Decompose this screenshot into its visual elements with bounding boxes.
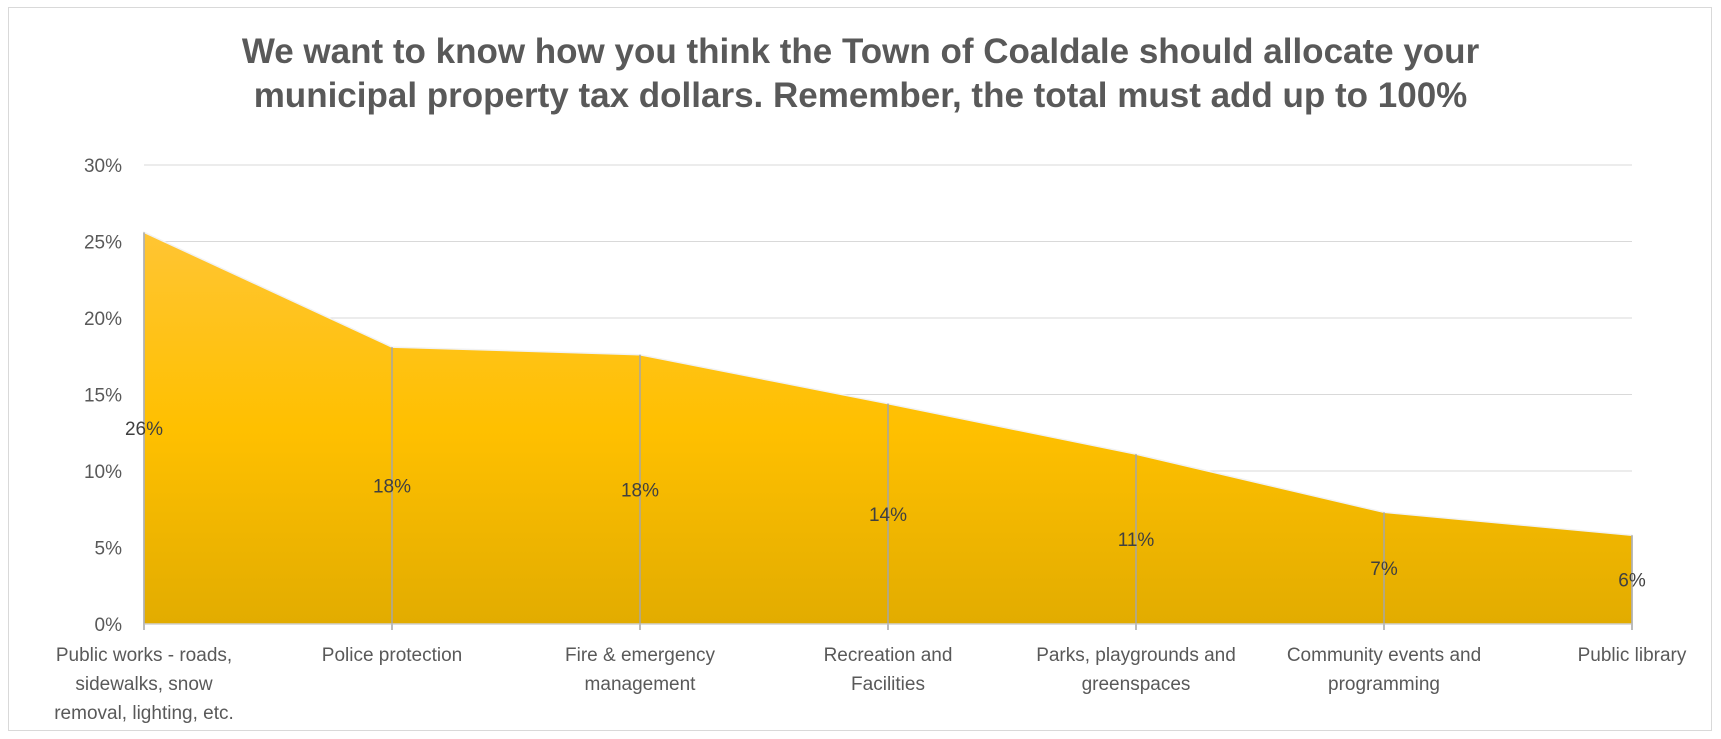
x-category-label: Public works - roads, sidewalks, snow remo… [54,645,234,724]
y-axis-tick-labels: 0% 5% 10% 15% 20% 25% 30% [84,156,122,636]
data-label: 14% [869,505,907,526]
drop-lines [143,232,1633,630]
data-label: 6% [1618,571,1646,592]
y-tick-label: 30% [84,156,122,177]
data-label: 26% [125,419,163,440]
y-tick-label: 25% [84,233,122,254]
x-category-label: Fire & emergency management [565,645,715,695]
y-tick-label: 15% [84,386,122,407]
x-axis-category-labels: Public works - roads, sidewalks, snow remo… [54,645,1687,724]
x-category-label: Recreation and Facilities [824,645,953,695]
data-label: 18% [621,480,659,501]
y-tick-label: 10% [84,462,122,483]
data-label: 18% [373,477,411,498]
y-tick-label: 5% [95,539,123,560]
y-tick-label: 20% [84,309,122,330]
data-labels: 26% 18% 18% 14% 11% 7% 6% [125,419,1646,591]
data-label: 11% [1118,530,1155,551]
x-category-label: Police protection [322,645,462,666]
x-category-label: Public library [1578,645,1687,666]
y-tick-label: 0% [95,615,123,636]
x-category-label: Community events and programming [1287,645,1481,695]
x-category-label: Parks, playgrounds and greenspaces [1036,645,1236,695]
data-label: 7% [1370,559,1398,580]
chart-title: We want to know how you think the Town o… [241,32,1480,115]
